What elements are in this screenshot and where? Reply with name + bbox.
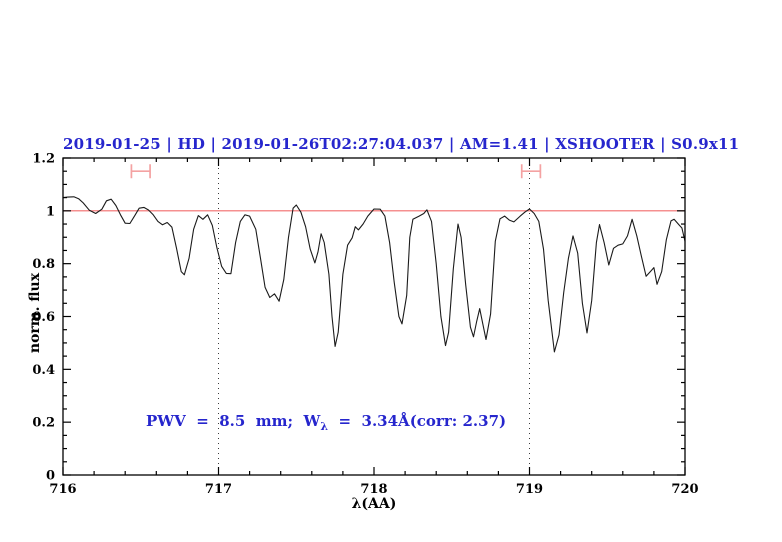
- x-tick-label: 718: [360, 482, 387, 497]
- y-tick-label: 0.2: [32, 416, 55, 431]
- x-tick-label: 719: [516, 482, 543, 497]
- range-marker: [520, 164, 542, 179]
- y-tick-label: 1.2: [32, 152, 55, 167]
- y-tick-label: 1: [46, 204, 55, 219]
- y-tick-label: 0: [46, 469, 55, 484]
- y-tick-label: 0.6: [32, 310, 55, 325]
- y-axis-label: norm. flux: [27, 272, 43, 354]
- x-axis-label: λ(AA): [351, 496, 397, 512]
- x-tick-label: 716: [49, 482, 76, 497]
- y-tick-label: 0.8: [32, 257, 55, 272]
- pwv-annotation-text-left: PWV = 8.5 mm; W: [146, 412, 321, 430]
- pwv-annotation: PWV = 8.5 mm; Wλ = 3.34Å(corr: 2.37): [146, 412, 506, 433]
- plot-title: 2019-01-25 | HD | 2019-01-26T02:27:04.03…: [63, 135, 740, 153]
- y-tick-label: 0.4: [32, 363, 55, 378]
- pwv-annotation-text-right: = 3.34Å(corr: 2.37): [328, 412, 507, 430]
- x-tick-label: 720: [671, 482, 698, 497]
- range-marker: [130, 164, 151, 179]
- x-tick-label: 717: [205, 482, 232, 497]
- pwv-annotation-lambda-subscript: λ: [320, 420, 329, 433]
- spectrum-line: [62, 196, 686, 353]
